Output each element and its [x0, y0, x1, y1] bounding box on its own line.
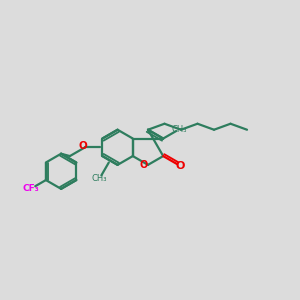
Text: CH₃: CH₃	[171, 125, 187, 134]
Text: CF₃: CF₃	[22, 184, 39, 193]
Text: O: O	[139, 160, 147, 170]
Text: O: O	[175, 160, 184, 171]
Text: O: O	[78, 142, 87, 152]
Text: CH₃: CH₃	[92, 174, 107, 183]
